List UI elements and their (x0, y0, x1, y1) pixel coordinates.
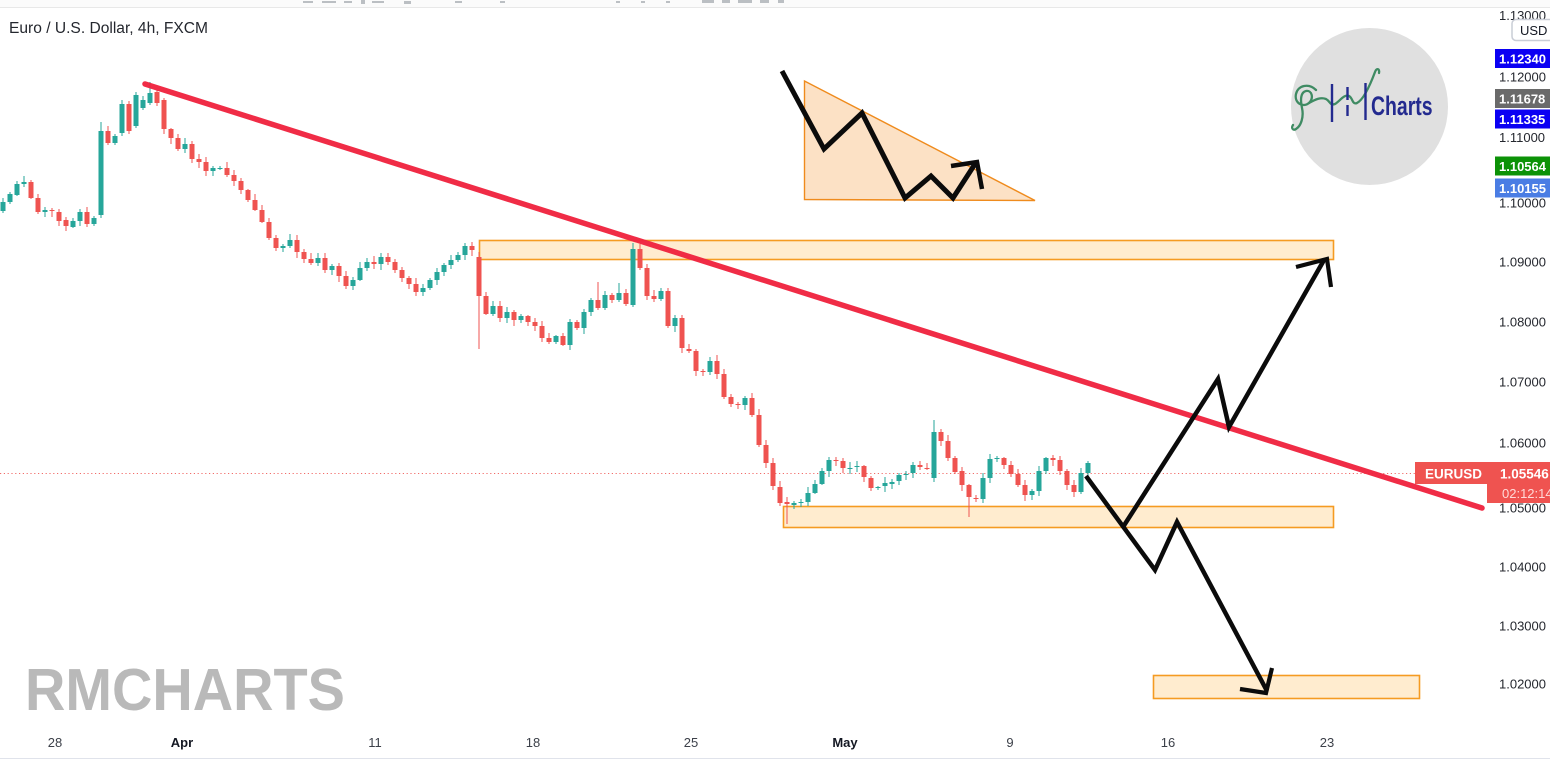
svg-text:1.11000: 1.11000 (1499, 130, 1545, 145)
svg-text:28: 28 (48, 735, 62, 750)
svg-text:USD: USD (1520, 23, 1547, 38)
svg-text:Euro / U.S. Dollar, 4h, FXCM: Euro / U.S. Dollar, 4h, FXCM (9, 20, 208, 37)
svg-text:1.09000: 1.09000 (1499, 255, 1546, 270)
svg-text:1.03000: 1.03000 (1499, 619, 1546, 634)
svg-text:1.05546: 1.05546 (1500, 467, 1549, 482)
svg-text:1.12000: 1.12000 (1499, 70, 1546, 85)
svg-text:1.10000: 1.10000 (1499, 196, 1546, 211)
svg-text:9: 9 (1006, 735, 1013, 750)
svg-text:1.07000: 1.07000 (1499, 375, 1546, 390)
svg-text:1.10155: 1.10155 (1499, 181, 1546, 196)
svg-text:1.11678: 1.11678 (1499, 92, 1545, 107)
svg-text:18: 18 (526, 735, 540, 750)
svg-text:RMCHARTS: RMCHARTS (25, 657, 345, 723)
svg-text:1.08000: 1.08000 (1499, 315, 1546, 330)
svg-text:EURUSD: EURUSD (1425, 467, 1482, 482)
svg-text:1.12340: 1.12340 (1499, 52, 1546, 67)
svg-text:02:12:14: 02:12:14 (1502, 486, 1550, 501)
svg-text:1.02000: 1.02000 (1499, 677, 1546, 692)
svg-text:11: 11 (368, 735, 382, 750)
svg-text:16: 16 (1161, 735, 1175, 750)
svg-text:Charts: Charts (1371, 91, 1433, 121)
svg-text:1.11335: 1.11335 (1499, 112, 1545, 127)
svg-text:May: May (832, 735, 858, 750)
svg-text:1.04000: 1.04000 (1499, 560, 1546, 575)
svg-text:1.05000: 1.05000 (1499, 501, 1546, 516)
svg-text:1.10564: 1.10564 (1499, 159, 1547, 174)
svg-text:Apr: Apr (171, 735, 193, 750)
svg-text:25: 25 (684, 735, 698, 750)
svg-text:1.06000: 1.06000 (1499, 436, 1546, 451)
svg-text:23: 23 (1320, 735, 1334, 750)
